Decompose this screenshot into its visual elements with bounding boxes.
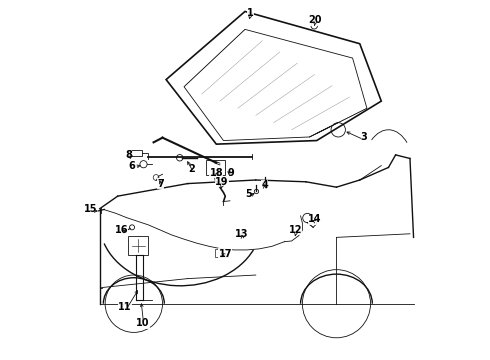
Text: 6: 6 xyxy=(129,161,135,171)
Text: 10: 10 xyxy=(136,319,149,328)
Bar xyxy=(128,235,148,255)
Text: 8: 8 xyxy=(125,150,132,160)
Text: 18: 18 xyxy=(210,168,223,178)
Text: 9: 9 xyxy=(227,168,234,178)
Text: 7: 7 xyxy=(157,179,164,189)
Text: 1: 1 xyxy=(247,8,254,18)
Text: 16: 16 xyxy=(115,225,128,235)
Text: 11: 11 xyxy=(118,302,132,312)
Bar xyxy=(128,150,142,156)
Text: 20: 20 xyxy=(308,15,321,26)
Text: 3: 3 xyxy=(360,132,367,142)
Bar xyxy=(215,249,228,257)
Bar xyxy=(205,160,225,175)
Text: 17: 17 xyxy=(219,248,232,258)
Text: 2: 2 xyxy=(188,164,195,174)
Text: 12: 12 xyxy=(289,225,302,235)
Text: 14: 14 xyxy=(308,215,321,224)
Text: 13: 13 xyxy=(235,229,248,239)
Text: 5: 5 xyxy=(245,189,252,199)
Text: 15: 15 xyxy=(84,204,98,214)
Text: 19: 19 xyxy=(215,177,228,187)
Text: 4: 4 xyxy=(261,180,268,190)
